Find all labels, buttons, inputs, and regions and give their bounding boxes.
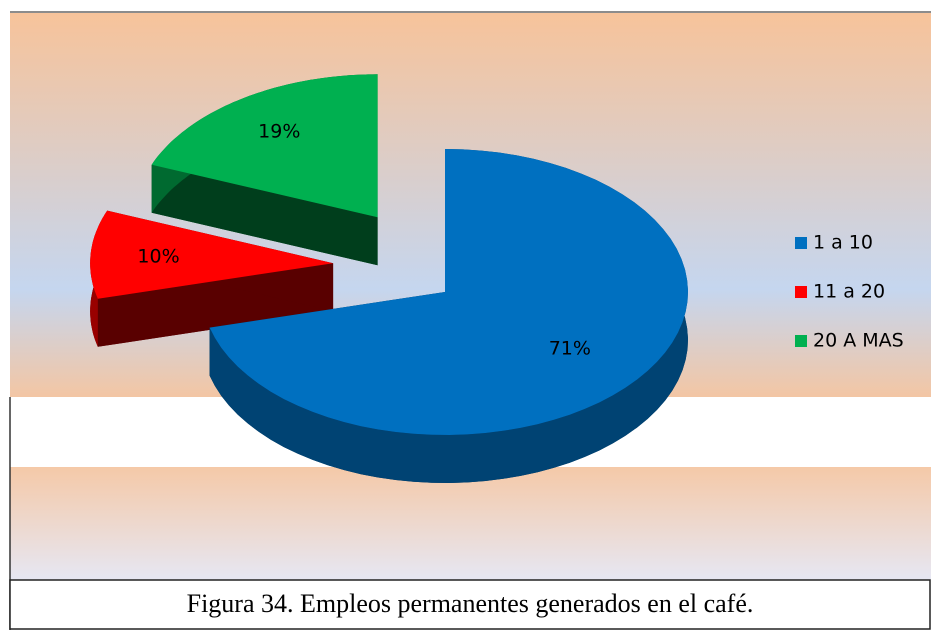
legend-label: 11 a 20 bbox=[813, 281, 885, 303]
data-label: 71% bbox=[549, 337, 591, 359]
data-label: 10% bbox=[137, 245, 179, 267]
data-label: 19% bbox=[258, 121, 300, 143]
legend-label: 1 a 10 bbox=[813, 232, 873, 254]
slice bbox=[209, 149, 688, 435]
caption: Figura 34. Empleos permanentes generados… bbox=[187, 589, 754, 618]
caption-box bbox=[9, 579, 931, 630]
legend: 1 a 10 11 a 20 20 A MAS bbox=[795, 232, 904, 352]
pie: 19% 10% 71% bbox=[90, 74, 688, 483]
slice bbox=[90, 210, 334, 299]
slice bbox=[151, 74, 378, 218]
legend-label: 20 A MAS bbox=[813, 330, 904, 352]
legend-swatch bbox=[795, 335, 807, 347]
legend-swatch bbox=[795, 286, 807, 298]
legend-swatch bbox=[795, 237, 807, 249]
slice-side bbox=[151, 164, 378, 266]
chart-background bbox=[10, 467, 931, 580]
